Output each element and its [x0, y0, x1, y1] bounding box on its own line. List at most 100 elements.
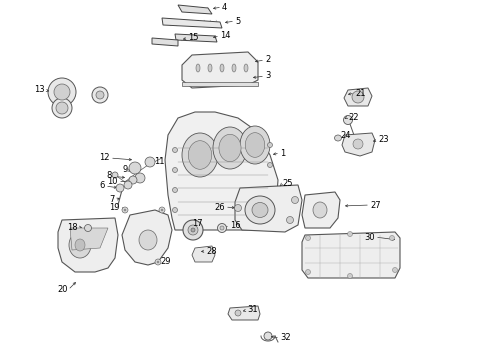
Ellipse shape	[343, 116, 352, 125]
Ellipse shape	[182, 133, 218, 177]
Text: 22: 22	[348, 112, 359, 122]
Ellipse shape	[220, 64, 224, 72]
Ellipse shape	[145, 157, 155, 167]
Polygon shape	[342, 133, 375, 156]
Text: 31: 31	[247, 306, 258, 315]
Ellipse shape	[245, 196, 275, 224]
Ellipse shape	[353, 139, 363, 149]
Text: 27: 27	[370, 201, 381, 210]
Ellipse shape	[172, 148, 177, 153]
Ellipse shape	[112, 172, 118, 178]
Ellipse shape	[155, 259, 161, 265]
Ellipse shape	[56, 102, 68, 114]
Text: 17: 17	[192, 220, 203, 229]
Text: 12: 12	[99, 153, 110, 162]
Ellipse shape	[335, 135, 342, 141]
Polygon shape	[182, 82, 258, 86]
Polygon shape	[165, 112, 278, 230]
Polygon shape	[192, 246, 215, 262]
Ellipse shape	[172, 188, 177, 193]
Polygon shape	[235, 185, 302, 232]
Text: 9: 9	[123, 166, 128, 175]
Text: 21: 21	[355, 89, 366, 98]
Ellipse shape	[347, 274, 352, 279]
Text: 5: 5	[235, 17, 240, 26]
Polygon shape	[302, 232, 400, 278]
Ellipse shape	[191, 228, 195, 232]
Ellipse shape	[172, 167, 177, 172]
Ellipse shape	[352, 91, 364, 103]
Text: 16: 16	[230, 221, 241, 230]
Ellipse shape	[390, 235, 394, 240]
Ellipse shape	[313, 202, 327, 218]
Text: 1: 1	[280, 148, 285, 158]
Text: 18: 18	[68, 222, 78, 231]
Text: 3: 3	[265, 72, 270, 81]
Ellipse shape	[129, 176, 137, 184]
Text: 23: 23	[378, 135, 389, 144]
Ellipse shape	[124, 209, 126, 211]
Ellipse shape	[92, 87, 108, 103]
Text: 11: 11	[154, 157, 165, 166]
Text: 29: 29	[160, 256, 171, 266]
Ellipse shape	[161, 209, 163, 211]
Ellipse shape	[305, 235, 311, 240]
Ellipse shape	[235, 310, 241, 316]
Polygon shape	[178, 5, 212, 14]
Ellipse shape	[268, 162, 272, 167]
Ellipse shape	[172, 207, 177, 212]
Polygon shape	[162, 18, 222, 28]
Ellipse shape	[268, 143, 272, 148]
Ellipse shape	[75, 239, 85, 251]
Text: 26: 26	[215, 202, 225, 211]
Ellipse shape	[159, 207, 165, 213]
Text: 10: 10	[107, 177, 118, 186]
Text: 2: 2	[265, 55, 270, 64]
Ellipse shape	[129, 162, 141, 174]
Polygon shape	[344, 88, 372, 106]
Text: 25: 25	[282, 180, 293, 189]
Ellipse shape	[188, 141, 212, 169]
Ellipse shape	[264, 332, 272, 340]
Ellipse shape	[135, 173, 145, 183]
Ellipse shape	[96, 91, 104, 99]
Text: 20: 20	[57, 285, 68, 294]
Ellipse shape	[196, 64, 200, 72]
Text: 14: 14	[220, 31, 230, 40]
Ellipse shape	[69, 232, 91, 258]
Text: 19: 19	[109, 203, 120, 212]
Text: 15: 15	[188, 33, 198, 42]
Polygon shape	[58, 218, 118, 272]
Polygon shape	[228, 306, 260, 320]
Ellipse shape	[292, 197, 298, 203]
Text: 30: 30	[365, 233, 375, 242]
Ellipse shape	[213, 127, 247, 169]
Ellipse shape	[392, 267, 397, 273]
Ellipse shape	[235, 204, 242, 211]
Ellipse shape	[52, 98, 72, 118]
Polygon shape	[302, 192, 340, 228]
Ellipse shape	[139, 230, 157, 250]
Ellipse shape	[218, 224, 226, 233]
Ellipse shape	[240, 126, 270, 164]
Polygon shape	[182, 52, 258, 88]
Ellipse shape	[124, 181, 132, 189]
Text: 6: 6	[99, 181, 105, 190]
Polygon shape	[175, 34, 217, 42]
Ellipse shape	[220, 226, 224, 230]
Ellipse shape	[54, 84, 70, 100]
Ellipse shape	[48, 78, 76, 106]
Ellipse shape	[232, 64, 236, 72]
Polygon shape	[70, 228, 108, 250]
Ellipse shape	[122, 207, 128, 213]
Ellipse shape	[157, 261, 159, 263]
Text: 4: 4	[222, 3, 227, 12]
Ellipse shape	[208, 64, 212, 72]
Ellipse shape	[347, 231, 352, 237]
Text: 28: 28	[206, 247, 217, 256]
Ellipse shape	[219, 134, 241, 162]
Ellipse shape	[183, 220, 203, 240]
Ellipse shape	[287, 216, 294, 224]
Text: 13: 13	[34, 85, 45, 94]
Polygon shape	[152, 38, 178, 46]
